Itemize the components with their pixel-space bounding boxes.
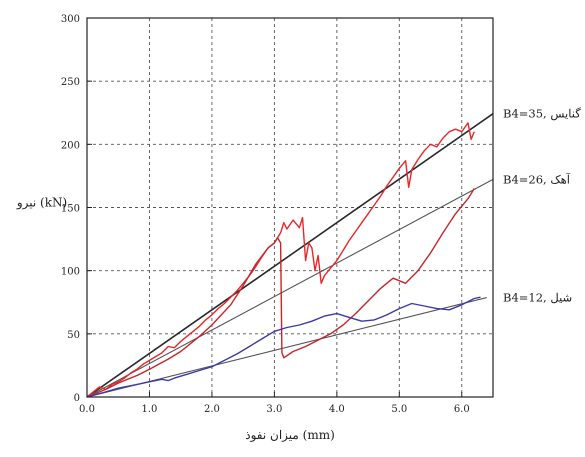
grid	[87, 18, 493, 397]
y-axis-title: نیرو (kN)	[16, 196, 67, 210]
reference-line-label: B4=35, گنایس	[503, 107, 581, 121]
data-series	[86, 122, 481, 398]
x-tick-label: 0.0	[79, 404, 95, 415]
reference-line-label: B4=26, آهک	[503, 171, 571, 186]
x-tick-label: 1.0	[142, 404, 158, 415]
ticks: 0.0 1.0 2.0 3.0 4.0 5.0 6.0 0 50 100 150 200 250 300	[61, 14, 470, 415]
x-tick-label: 2.0	[204, 404, 220, 415]
x-axis-title: میزان نفوذ (mm)	[245, 428, 335, 442]
series-line	[86, 296, 481, 398]
series-line	[86, 188, 475, 398]
reference-line	[86, 113, 494, 398]
x-tick-label: 3.0	[266, 404, 282, 415]
reference-line-label: B4=12, شیل	[503, 291, 573, 305]
y-tick-label: 300	[61, 14, 80, 25]
x-tick-label: 6.0	[454, 404, 470, 415]
series-labels: B4=35, گنایس B4=26, آهک B4=12, شیل	[503, 107, 581, 305]
y-tick-label: 0	[74, 393, 80, 404]
plot-frame	[86, 17, 494, 398]
series-line	[86, 122, 475, 398]
y-tick-label: 250	[61, 77, 80, 88]
y-tick-label: 100	[61, 267, 80, 278]
y-tick-label: 50	[67, 330, 80, 341]
reference-line	[86, 178, 494, 398]
x-tick-label: 5.0	[391, 404, 407, 415]
x-tick-label: 4.0	[329, 404, 345, 415]
y-tick-label: 150	[61, 204, 80, 215]
y-tick-label: 200	[61, 140, 80, 151]
